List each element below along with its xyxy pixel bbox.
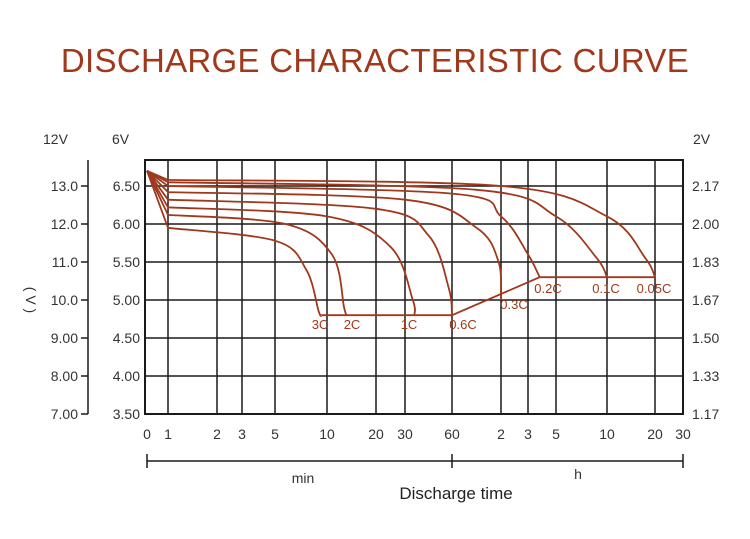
- series-curve: [146, 169, 656, 278]
- series-labels: 3C 2C 1C 0.6C 0.3C 0.2C 0.1C 0.05C: [312, 281, 672, 332]
- y-tick-label-12v: 8.00: [51, 368, 78, 384]
- x-tick-label-min: 3: [238, 426, 246, 442]
- x-tick-label-min: 0: [143, 426, 151, 442]
- y-axis-label: ( V ): [23, 287, 39, 313]
- x-tick-label-h: 3: [524, 426, 532, 442]
- y-header-12v: 12V: [43, 131, 69, 147]
- x-tick-label-min: 10: [319, 426, 335, 442]
- series-curve: [146, 170, 503, 301]
- chart-title: DISCHARGE CHARACTERISTIC CURVE: [60, 42, 690, 79]
- y-tick-label-2v: 1.17: [692, 406, 719, 422]
- x-tick-label-min: 20: [368, 426, 384, 442]
- y-tick-label-2v: 1.50: [692, 330, 719, 346]
- x-axis-label: Discharge time: [399, 484, 512, 503]
- y-tick-label-6v: 4.00: [113, 368, 140, 384]
- y-tick-label-2v: 2.17: [692, 178, 719, 194]
- y-tick-label-12v: 10.0: [51, 292, 78, 308]
- series-curve: [146, 170, 416, 316]
- x-tick-label-h: 30: [675, 426, 691, 442]
- series-label: 1C: [401, 317, 418, 332]
- x-tick-label-min: 5: [271, 426, 279, 442]
- cutoff-line: [321, 276, 655, 317]
- y-tick-label-2v: 2.00: [692, 216, 719, 232]
- x-tick-label-min: 30: [397, 426, 413, 442]
- series-label: 2C: [344, 317, 361, 332]
- y-tick-label-6v: 3.50: [113, 406, 140, 422]
- y-tick-label-6v: 5.50: [113, 254, 140, 270]
- series-label: 0.3C: [500, 297, 527, 312]
- series-curve: [146, 170, 541, 278]
- series-label: 0.1C: [592, 281, 619, 296]
- series-curve: [146, 170, 608, 278]
- y-tick-label-6v: 6.50: [113, 178, 140, 194]
- x-tick-label-h: 20: [647, 426, 663, 442]
- y-tick-label-12v: 13.0: [51, 178, 78, 194]
- y-tick-label-12v: 11.0: [52, 254, 78, 270]
- series-curve: [146, 170, 348, 316]
- series-label: 0.6C: [449, 317, 476, 332]
- y-tick-label-6v: 4.50: [113, 330, 140, 346]
- x-tick-label-min: 1: [164, 426, 172, 442]
- x-tick-label-h: 2: [497, 426, 505, 442]
- series-label: 0.05C: [637, 281, 672, 296]
- y-tick-label-6v: 5.00: [113, 292, 140, 308]
- x-segment-min: min: [292, 470, 315, 486]
- y-tick-label-6v: 6.00: [113, 216, 140, 232]
- y-tick-label-12v: 12.0: [51, 216, 78, 232]
- x-tick-label-h: 5: [552, 426, 560, 442]
- y-tick-label-2v: 1.33: [692, 368, 719, 384]
- y-header-2v: 2V: [693, 131, 711, 147]
- y-tick-label-2v: 1.83: [692, 254, 719, 270]
- y-tick-label-12v: 7.00: [51, 406, 78, 422]
- axes: 12V 6V 2V ( V ) min h Discharge time 13.…: [23, 131, 719, 503]
- plot-frame: [144, 159, 684, 415]
- x-segment-h: h: [574, 466, 582, 482]
- y-tick-label-2v: 1.67: [692, 292, 719, 308]
- x-tick-label-min: 2: [213, 426, 221, 442]
- curves: [146, 169, 656, 317]
- series-label: 3C: [312, 317, 329, 332]
- x-tick-label-min: 60: [444, 426, 460, 442]
- x-tick-label-h: 10: [599, 426, 615, 442]
- series-curve: [146, 170, 453, 316]
- y-header-6v: 6V: [112, 131, 130, 147]
- series-curve: [146, 170, 323, 317]
- series-label: 0.2C: [534, 281, 561, 296]
- y-tick-label-12v: 9.00: [51, 330, 78, 346]
